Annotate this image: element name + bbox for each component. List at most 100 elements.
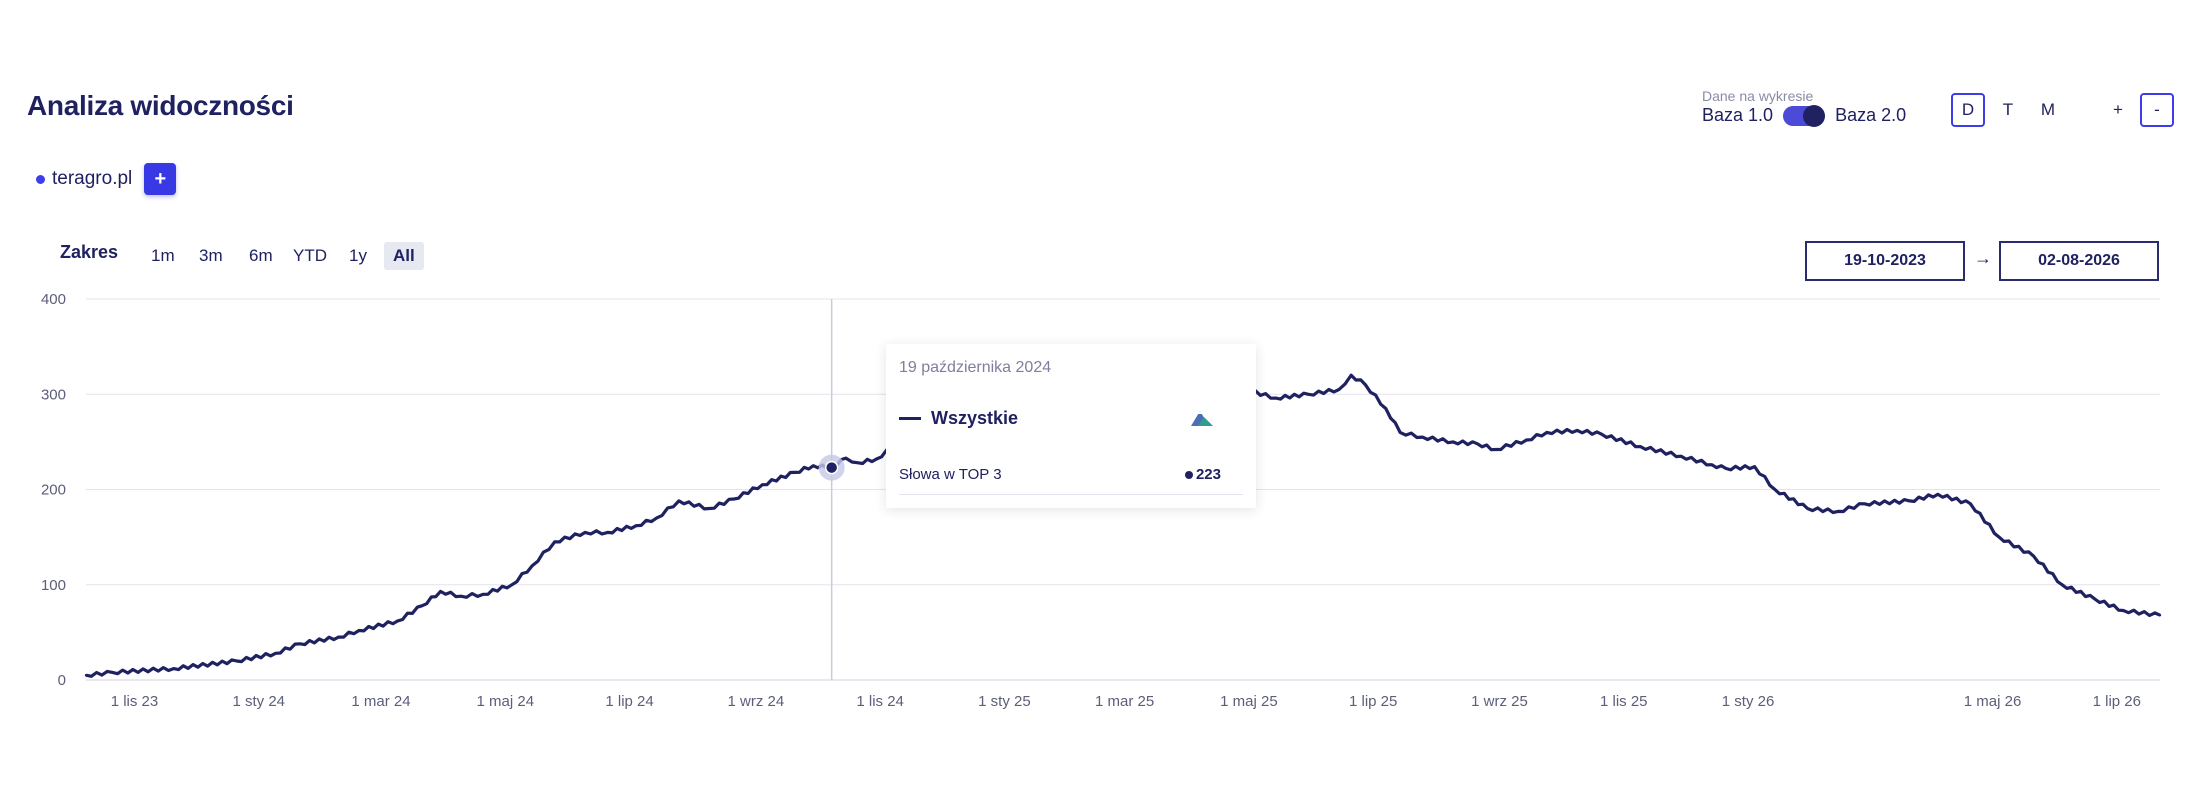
y-tick-label: 100 bbox=[41, 577, 66, 594]
x-tick-label: 1 lis 25 bbox=[1600, 693, 1648, 710]
data-point bbox=[875, 457, 878, 461]
data-point bbox=[1753, 465, 1756, 468]
data-point bbox=[1969, 502, 1972, 505]
tooltip-value: 223 bbox=[1195, 466, 1221, 483]
period-daily-button[interactable]: D bbox=[1951, 93, 1985, 127]
range-1y-button[interactable]: 1y bbox=[349, 246, 367, 265]
range-ytd-button[interactable]: YTD bbox=[293, 246, 327, 265]
data-point bbox=[732, 497, 736, 501]
x-tick-label: 1 sty 26 bbox=[1722, 693, 1775, 710]
x-tick-label: 1 sty 24 bbox=[232, 693, 285, 710]
data-point bbox=[357, 629, 361, 632]
x-tick-label: 1 lip 25 bbox=[1349, 693, 1397, 710]
data-point bbox=[1710, 463, 1713, 466]
data-point bbox=[1421, 435, 1424, 439]
data-point bbox=[396, 619, 399, 623]
data-point bbox=[510, 583, 514, 586]
data-point bbox=[812, 464, 815, 467]
x-tick-label: 1 sty 25 bbox=[978, 693, 1031, 710]
x-tick-label: 1 lip 26 bbox=[2093, 693, 2141, 710]
data-point bbox=[274, 652, 277, 655]
x-tick-label: 1 lis 24 bbox=[856, 693, 904, 710]
add-domain-button[interactable]: + bbox=[144, 163, 177, 195]
tooltip-separator bbox=[899, 494, 1243, 495]
data-point bbox=[439, 590, 442, 593]
data-source-caption: Dane na wykresie bbox=[1702, 88, 1814, 104]
data-point bbox=[761, 483, 764, 486]
data-point bbox=[1545, 431, 1548, 434]
date-from-input[interactable]: 19-10-2023 bbox=[1805, 241, 1965, 281]
data-point bbox=[1908, 499, 1911, 503]
x-tick-label: 1 maj 26 bbox=[1964, 693, 2022, 710]
data-point bbox=[1773, 488, 1777, 491]
data-point bbox=[2032, 554, 2035, 558]
tooltip-value-dot bbox=[1184, 470, 1193, 479]
data-point bbox=[677, 499, 681, 503]
date-to-input[interactable]: 02-08-2026 bbox=[1999, 241, 2159, 281]
data-point bbox=[1724, 467, 1728, 470]
period-monthly-button[interactable]: M bbox=[2040, 100, 2056, 119]
data-point bbox=[111, 671, 114, 674]
data-point bbox=[1451, 440, 1455, 444]
mountain-icon bbox=[1191, 411, 1213, 426]
data-point bbox=[298, 642, 302, 646]
data-point bbox=[583, 531, 587, 534]
data-point bbox=[1274, 396, 1277, 400]
data-source-switch: Dane na wykresie Baza 1.0 Baza 2.0 bbox=[1702, 88, 1907, 127]
tooltip-row-label: Słowa w TOP 3 bbox=[899, 466, 1002, 483]
zoom-in-button[interactable]: + bbox=[2113, 100, 2123, 119]
data-source-option-right[interactable]: Baza 2.0 bbox=[1835, 105, 1907, 125]
range-all-button[interactable]: All bbox=[384, 242, 424, 270]
data-point bbox=[2061, 583, 2064, 586]
range-6m-button[interactable]: 6m bbox=[249, 246, 273, 265]
data-source-toggle[interactable] bbox=[1783, 104, 1826, 127]
data-point bbox=[2093, 597, 2097, 601]
x-tick-label: 1 wrz 25 bbox=[1471, 693, 1528, 710]
data-point bbox=[459, 594, 463, 598]
chart-tooltip: 19 października 2024 Wszystkie Słowa w T… bbox=[886, 344, 1256, 508]
data-point bbox=[1836, 510, 1840, 513]
data-point bbox=[553, 540, 556, 544]
range-label: Zakres bbox=[60, 242, 119, 262]
data-point bbox=[856, 461, 860, 465]
x-tick-label: 1 lip 24 bbox=[605, 693, 653, 710]
data-point bbox=[1863, 502, 1866, 505]
data-point bbox=[235, 659, 238, 663]
data-point bbox=[1936, 493, 1940, 496]
data-point bbox=[1384, 407, 1388, 410]
hover-point bbox=[824, 460, 839, 475]
domain-name[interactable]: teragro.pl bbox=[52, 168, 133, 189]
data-point bbox=[420, 604, 424, 607]
data-point bbox=[1806, 507, 1809, 510]
data-point bbox=[2122, 609, 2125, 612]
y-tick-label: 300 bbox=[41, 386, 66, 403]
tooltip-series: Wszystkie bbox=[899, 408, 1018, 429]
page-title: Analiza widoczności bbox=[27, 90, 294, 121]
tooltip-series-line bbox=[899, 417, 921, 420]
data-point bbox=[530, 564, 534, 567]
period-weekly-button[interactable]: T bbox=[2002, 100, 2014, 119]
data-point bbox=[606, 531, 609, 534]
domain-color-dot bbox=[36, 174, 45, 184]
data-point bbox=[1349, 374, 1353, 377]
data-point bbox=[793, 471, 797, 474]
range-1m-button[interactable]: 1m bbox=[151, 246, 175, 265]
x-tick-label: 1 mar 24 bbox=[351, 693, 410, 710]
tooltip-series-name: Wszystkie bbox=[931, 408, 1019, 428]
data-point bbox=[1680, 454, 1683, 458]
data-source-option-left[interactable]: Baza 1.0 bbox=[1702, 105, 1774, 125]
data-point bbox=[1494, 448, 1498, 451]
date-range-arrow: → bbox=[1974, 248, 1992, 268]
data-point bbox=[1997, 535, 2001, 539]
data-point bbox=[172, 667, 175, 670]
data-point bbox=[1307, 393, 1310, 396]
x-tick-label: 1 maj 25 bbox=[1220, 693, 1278, 710]
data-point bbox=[2158, 614, 2162, 617]
x-tick-label: 1 wrz 24 bbox=[728, 693, 785, 710]
toggle-knob bbox=[1803, 104, 1826, 127]
y-tick-label: 200 bbox=[41, 482, 66, 499]
range-3m-button[interactable]: 3m bbox=[199, 246, 223, 265]
x-tick-label: 1 lis 23 bbox=[111, 693, 159, 710]
zoom-out-button[interactable]: - bbox=[2140, 93, 2174, 127]
tooltip-row-value: 223 bbox=[1184, 466, 1221, 483]
